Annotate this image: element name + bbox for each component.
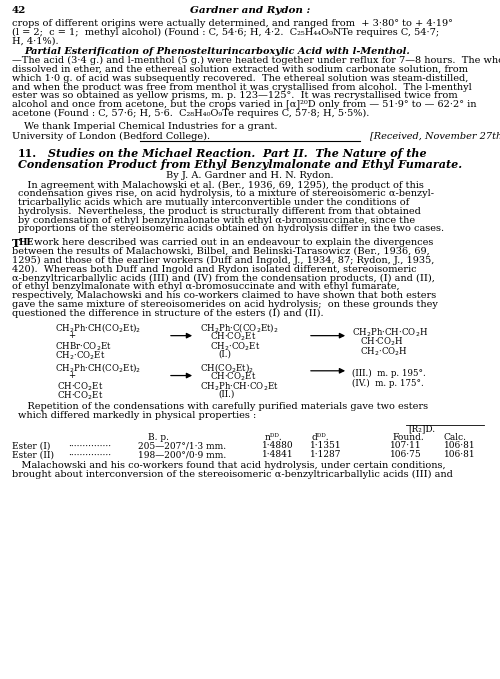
Text: and when the product was free from menthol it was crystallised from alcohol.  Th: and when the product was free from menth… — [12, 83, 472, 92]
Text: CH$\cdot$CO$_2$Et: CH$\cdot$CO$_2$Et — [57, 390, 104, 402]
Text: hydrolysis.  Nevertheless, the product is structurally different from that obtai: hydrolysis. Nevertheless, the product is… — [18, 207, 421, 216]
Text: Gardner and Rydon :: Gardner and Rydon : — [190, 6, 310, 15]
Text: CH$_2$$\cdot$CO$_2$H: CH$_2$$\cdot$CO$_2$H — [360, 345, 408, 358]
Text: 42: 42 — [12, 6, 26, 15]
Text: which 1·0 g. of acid was subsequently recovered.  The ethereal solution was stea: which 1·0 g. of acid was subsequently re… — [12, 74, 468, 83]
Text: CHBr$\cdot$CO$_2$Et: CHBr$\cdot$CO$_2$Et — [55, 340, 112, 353]
Text: (l = 2;  c = 1;  methyl alcohol) (Found : C, 54·6; H, 4·2.  C₂₅H₄₄O₉NTe requires: (l = 2; c = 1; methyl alcohol) (Found : … — [12, 28, 439, 37]
Text: 106·81: 106·81 — [444, 441, 476, 450]
Text: condensation gives rise, on acid hydrolysis, to a mixture of stereoisomeric α-be: condensation gives rise, on acid hydroly… — [18, 189, 434, 198]
Text: 106·81: 106·81 — [444, 450, 476, 459]
Text: University of London (Bedford College).: University of London (Bedford College). — [12, 132, 210, 141]
Text: CH$\cdot$CO$_2$Et: CH$\cdot$CO$_2$Et — [210, 331, 256, 344]
Text: —The acid (3·4 g.) and l-menthol (5 g.) were heated together under reflux for 7—: —The acid (3·4 g.) and l-menthol (5 g.) … — [12, 56, 500, 65]
Text: CH$\cdot$CO$_2$Et: CH$\cdot$CO$_2$Et — [210, 371, 256, 384]
Text: T: T — [12, 238, 20, 249]
Text: Condensation Product from Ethyl Benzylmalonate and Ethyl Fumarate.: Condensation Product from Ethyl Benzylma… — [18, 159, 462, 170]
Text: dissolved in ether, and the ethereal solution extracted with sodium carbonate so: dissolved in ether, and the ethereal sol… — [12, 65, 468, 74]
Text: In agreement with Malachowski et al. (Ber., 1936, 69, 1295), the product of this: In agreement with Malachowski et al. (Be… — [18, 181, 424, 189]
Text: ···············: ··············· — [68, 441, 111, 450]
Text: (III.)  m. p. 195°.: (III.) m. p. 195°. — [352, 369, 426, 378]
Text: Repetition of the condensations with carefully purified materials gave two ester: Repetition of the condensations with car… — [18, 402, 428, 411]
Text: Found.: Found. — [392, 433, 424, 442]
Text: By J. A. Gardner and H. N. Rydon.: By J. A. Gardner and H. N. Rydon. — [166, 170, 334, 180]
Text: nᴰᴰ.: nᴰᴰ. — [265, 433, 283, 442]
Text: Studies on the Michael Reaction.  Part II.  The Nature of the: Studies on the Michael Reaction. Part II… — [48, 147, 426, 159]
Text: HE: HE — [19, 238, 34, 247]
Text: 198—200°/0·9 mm.: 198—200°/0·9 mm. — [138, 450, 226, 459]
Text: CH$_2$Ph$\cdot$CH(CO$_2$Et)$_2$: CH$_2$Ph$\cdot$CH(CO$_2$Et)$_2$ — [55, 361, 141, 374]
Text: 1·1351: 1·1351 — [310, 441, 342, 450]
Text: gave the same mixture of stereoisomerides on acid hydrolysis;  on these grounds : gave the same mixture of stereoisomeride… — [12, 300, 438, 309]
Text: CH$_2$$\cdot$CO$_2$Et: CH$_2$$\cdot$CO$_2$Et — [210, 340, 260, 353]
Text: 107·11: 107·11 — [390, 441, 422, 450]
Text: tricarballylic acids which are mutually interconvertible under the conditions of: tricarballylic acids which are mutually … — [18, 198, 409, 207]
Text: Calc.: Calc. — [444, 433, 467, 442]
Text: 1295) and those of the earlier workers (Duff and Ingold, J., 1934, 87; Rydon, J.: 1295) and those of the earlier workers (… — [12, 256, 434, 265]
Text: 1·1287: 1·1287 — [310, 450, 342, 459]
Text: between the results of Malachowski, Bilbel, and Belinski-Tarasowicz (Ber., 1936,: between the results of Malachowski, Bilb… — [12, 247, 430, 256]
Text: brought about interconversion of the stereoisomeric α-benzyltricarballylic acids: brought about interconversion of the ste… — [12, 470, 453, 479]
Text: 11.: 11. — [18, 147, 37, 159]
Text: 1·4880: 1·4880 — [262, 441, 294, 450]
Text: 106·75: 106·75 — [390, 450, 422, 459]
Text: CH$_2$Ph$\cdot$CH$\cdot$CO$_2$H: CH$_2$Ph$\cdot$CH$\cdot$CO$_2$H — [352, 326, 428, 339]
Text: CH(CO$_2$Et)$_2$: CH(CO$_2$Et)$_2$ — [200, 361, 254, 374]
Text: CH$\cdot$CO$_2$H: CH$\cdot$CO$_2$H — [360, 335, 404, 348]
Text: respectively, Malachowski and his co-workers claimed to have shown that both est: respectively, Malachowski and his co-wor… — [12, 291, 436, 300]
Text: proportions of the stereoisomeric acids obtained on hydrolysis differ in the two: proportions of the stereoisomeric acids … — [18, 224, 444, 234]
Text: which differed markedly in physical properties :: which differed markedly in physical prop… — [18, 411, 256, 420]
Text: Ester (I): Ester (I) — [12, 441, 51, 450]
Text: CH$_2$Ph$\cdot$C(CO$_2$Et)$_2$: CH$_2$Ph$\cdot$C(CO$_2$Et)$_2$ — [200, 321, 278, 334]
Text: (II.): (II.) — [218, 390, 234, 399]
Text: 420).  Whereas both Duff and Ingold and Rydon isolated different, stereoisomeric: 420). Whereas both Duff and Ingold and R… — [12, 265, 416, 274]
Text: ester was so obtained as yellow prisms, m. p. 123—125°.  It was recrystallised t: ester was so obtained as yellow prisms, … — [12, 92, 458, 100]
Text: Partial Esterification of Phenostelturincarboxylic Acid with l-Menthol.: Partial Esterification of Phenostelturin… — [24, 48, 410, 56]
Text: CH$_2$$\cdot$CO$_2$Et: CH$_2$$\cdot$CO$_2$Et — [55, 350, 106, 363]
Text: [R₂]D.: [R₂]D. — [408, 424, 435, 433]
Text: 205—207°/1·3 mm.: 205—207°/1·3 mm. — [138, 441, 226, 450]
Text: by condensation of ethyl benzylmalonate with ethyl α-bromosuccinate, since the: by condensation of ethyl benzylmalonate … — [18, 216, 415, 225]
Text: (I.): (I.) — [218, 350, 231, 359]
Text: crops of different origins were actually determined, and ranged from  + 3·80° to: crops of different origins were actually… — [12, 19, 453, 28]
Text: Ester (II): Ester (II) — [12, 450, 54, 459]
Text: +: + — [68, 371, 75, 380]
Text: H, 4·1%).: H, 4·1%). — [12, 37, 58, 45]
Text: dᴰᴰ.: dᴰᴰ. — [312, 433, 330, 442]
Text: alcohol and once from acetone, but the crops varied in [α]²⁰D only from — 51·9° : alcohol and once from acetone, but the c… — [12, 100, 476, 109]
Text: We thank Imperial Chemical Industries for a grant.: We thank Imperial Chemical Industries fo… — [24, 122, 278, 131]
Text: questioned the difference in structure of the esters (I) and (II).: questioned the difference in structure o… — [12, 308, 324, 318]
Text: B. p.: B. p. — [148, 433, 169, 442]
Text: 1·4841: 1·4841 — [262, 450, 294, 459]
Text: α-benzyltricarballylic acids (III) and (IV) from the condensation products, (I) : α-benzyltricarballylic acids (III) and (… — [12, 274, 435, 282]
Text: ···············: ··············· — [68, 450, 111, 459]
Text: work here described was carried out in an endeavour to explain the divergences: work here described was carried out in a… — [31, 238, 433, 247]
Text: (IV.)  m. p. 175°.: (IV.) m. p. 175°. — [352, 378, 424, 388]
Text: Malachowski and his co-workers found that acid hydrolysis, under certain conditi: Malachowski and his co-workers found tha… — [12, 461, 446, 470]
Text: [Received, November 27th, 1937.]: [Received, November 27th, 1937.] — [370, 132, 500, 141]
Text: CH$\cdot$CO$_2$Et: CH$\cdot$CO$_2$Et — [57, 380, 104, 392]
Text: CH$_2$Ph$\cdot$CH(CO$_2$Et)$_2$: CH$_2$Ph$\cdot$CH(CO$_2$Et)$_2$ — [55, 321, 141, 334]
Text: +: + — [68, 331, 75, 340]
Text: CH$_2$Ph$\cdot$CH$\cdot$CO$_2$Et: CH$_2$Ph$\cdot$CH$\cdot$CO$_2$Et — [200, 380, 278, 392]
Text: acetone (Found : C, 57·6; H, 5·6.  C₂₈H₄₀O₉Te requires C, 57·8; H, 5·5%).: acetone (Found : C, 57·6; H, 5·6. C₂₈H₄₀… — [12, 109, 370, 118]
Text: of ethyl benzylmalonate with ethyl α-bromosuccinate and with ethyl fumarate,: of ethyl benzylmalonate with ethyl α-bro… — [12, 282, 400, 291]
